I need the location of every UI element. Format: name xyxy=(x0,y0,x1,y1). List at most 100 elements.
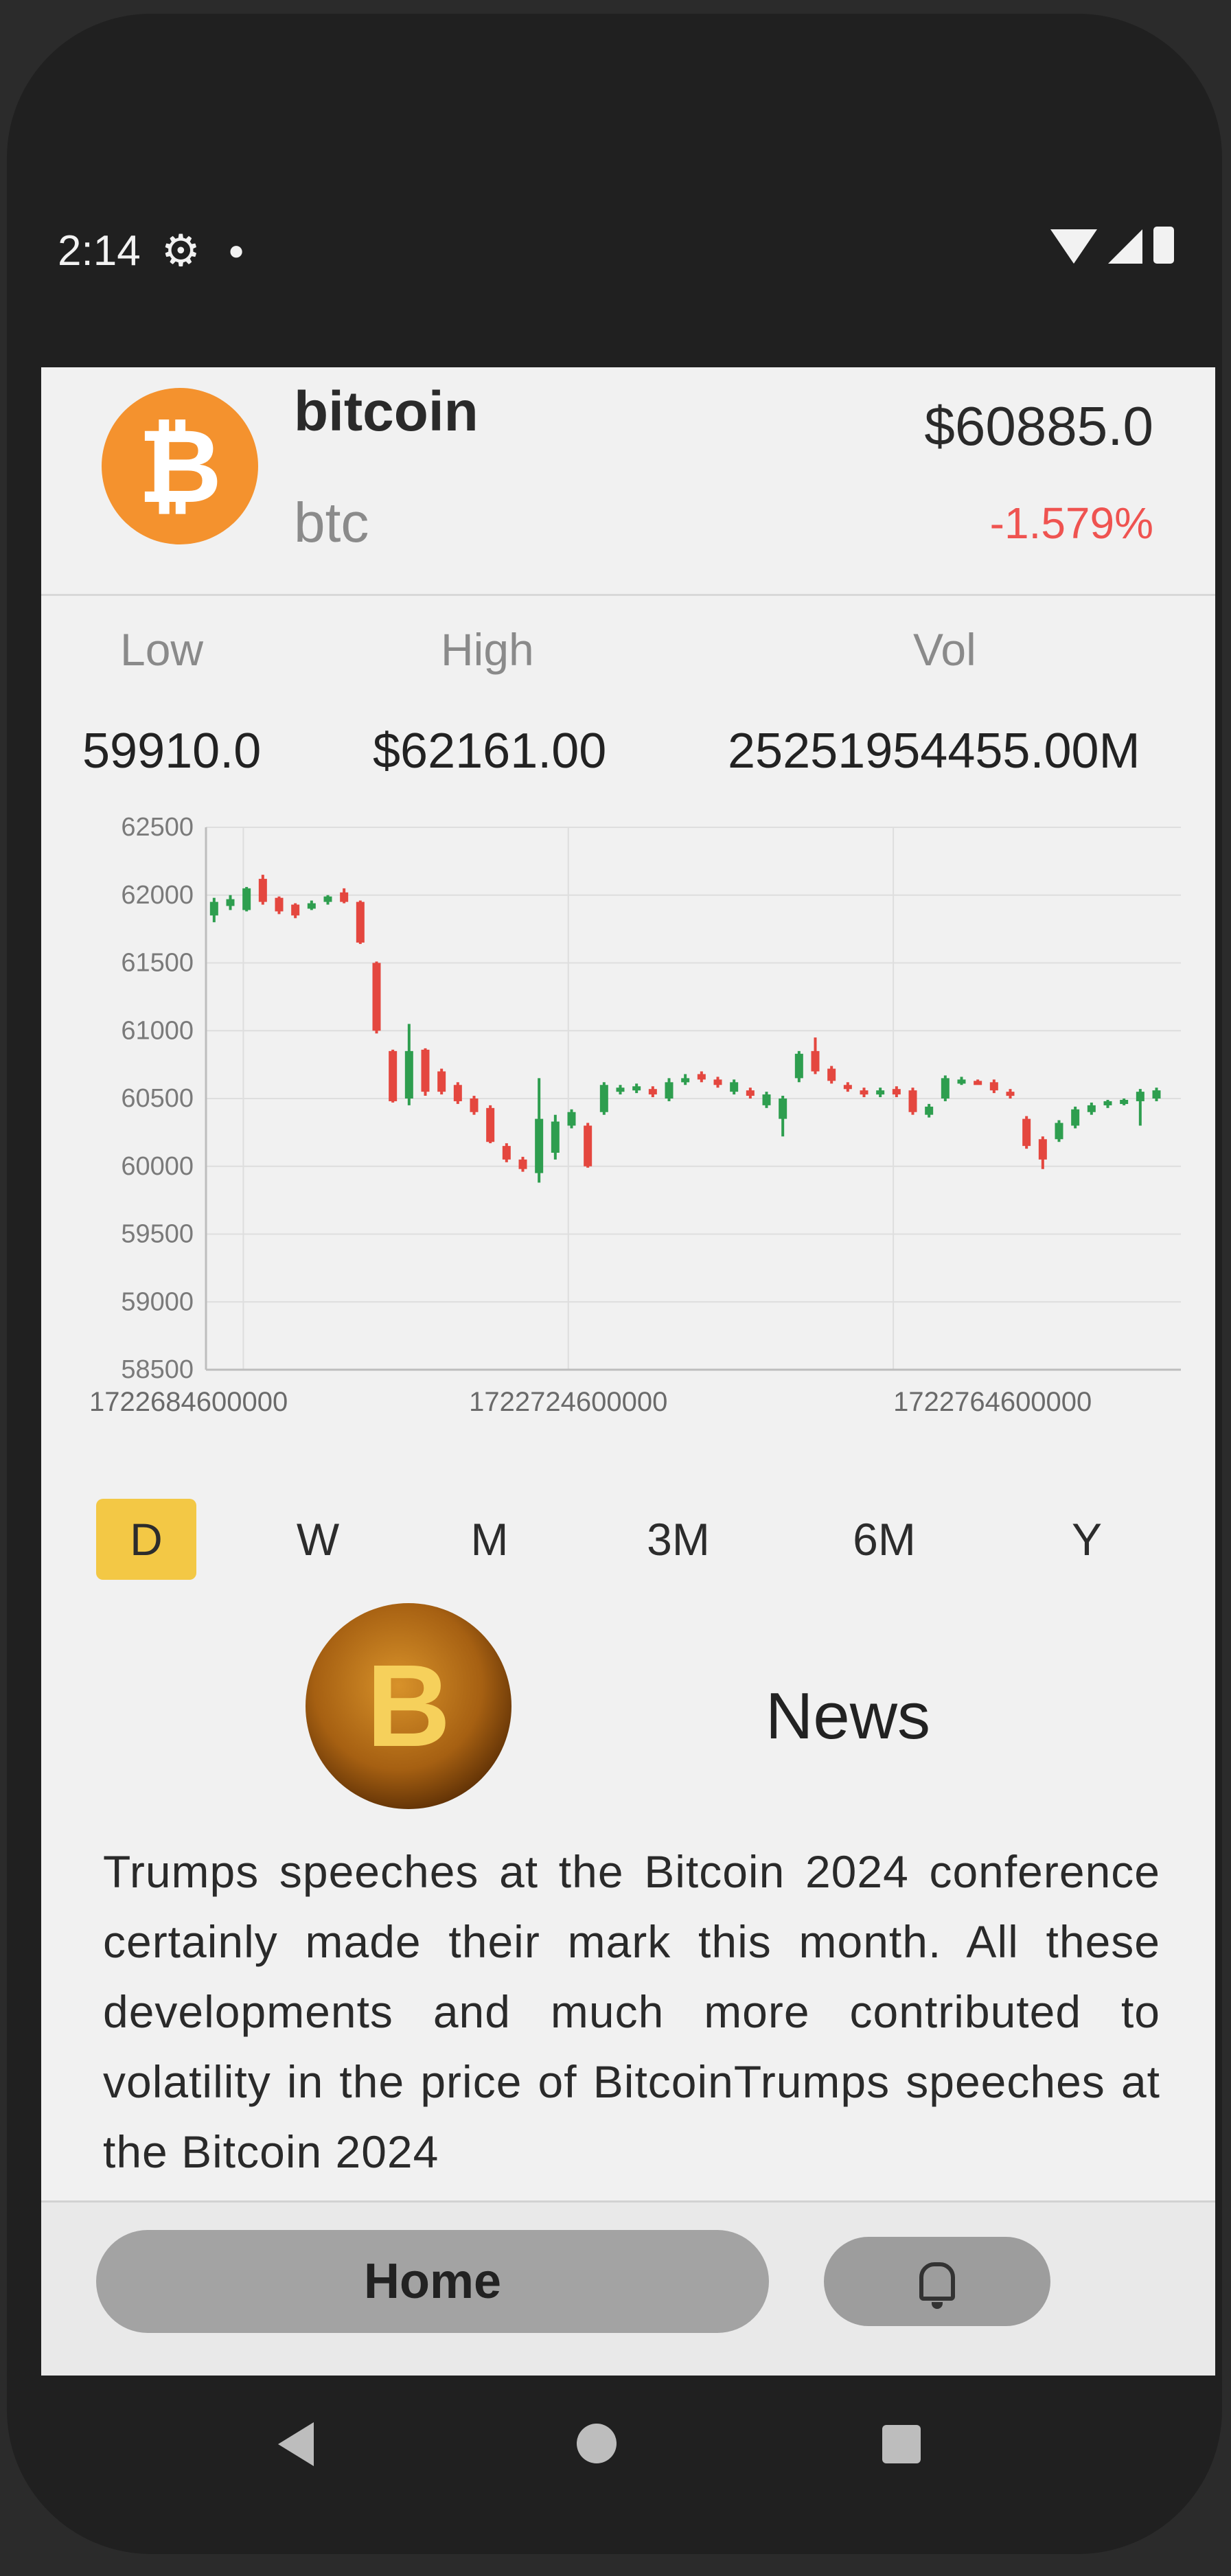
candle-body xyxy=(1071,1109,1080,1126)
news-title: News xyxy=(766,1679,931,1753)
candle-body xyxy=(665,1082,674,1099)
high-label: High xyxy=(441,624,534,675)
low-label: Low xyxy=(120,624,204,675)
status-time: 2:14 xyxy=(58,227,141,275)
candle-body xyxy=(437,1071,446,1092)
back-icon[interactable] xyxy=(278,2422,314,2466)
candle-body xyxy=(616,1088,625,1092)
candle-body xyxy=(713,1079,722,1085)
candle-body xyxy=(860,1090,868,1095)
status-icons xyxy=(1050,227,1174,264)
period-w-button[interactable]: W xyxy=(296,1514,340,1565)
candle-body xyxy=(502,1146,511,1160)
candle-body xyxy=(989,1082,998,1091)
candle-body xyxy=(1103,1101,1112,1105)
bitcoin-logo-icon: ₿ xyxy=(102,388,258,544)
coin-name: bitcoin xyxy=(294,380,479,443)
candle-body xyxy=(453,1085,462,1101)
candle-body xyxy=(1136,1092,1144,1101)
coin-price: $60885.0 xyxy=(924,395,1153,457)
candle-body xyxy=(1087,1105,1096,1112)
period-selector: D W M 3M 6M Y xyxy=(41,1493,1215,1583)
candle-body xyxy=(632,1086,641,1091)
notifications-button[interactable] xyxy=(824,2237,1050,2326)
stats-row: Low 59910.0 High $62161.00 Vol 252519544… xyxy=(41,596,1215,802)
low-value: 59910.0 xyxy=(82,724,262,779)
candle-body xyxy=(941,1078,950,1099)
period-y-button[interactable]: Y xyxy=(1071,1514,1103,1565)
candle-body xyxy=(974,1081,982,1085)
candle-body xyxy=(599,1085,608,1112)
candle-body xyxy=(648,1089,657,1095)
candle-body xyxy=(567,1112,576,1126)
vol-label: Vol xyxy=(913,624,976,675)
candlestick-chart-svg: 62500 62000 61500 61000 60500 60000 59500 59000… xyxy=(89,813,1181,1417)
period-6m-button[interactable]: 6M xyxy=(853,1514,916,1565)
signal-icon xyxy=(1108,229,1142,264)
recents-icon[interactable] xyxy=(882,2425,921,2463)
period-3m-button[interactable]: 3M xyxy=(647,1514,710,1565)
y-tick-label: 61500 xyxy=(121,949,194,978)
system-nav-bar xyxy=(41,2376,1215,2513)
coin-change: -1.579% xyxy=(989,498,1153,548)
status-bar: 2:14 ⚙ ● xyxy=(41,199,1201,302)
y-tick-label: 61000 xyxy=(121,1016,194,1045)
period-m-button[interactable]: M xyxy=(470,1514,509,1565)
bell-icon xyxy=(919,2262,955,2309)
app-screen: ₿ bitcoin btc $60885.0 -1.579% Low 59910… xyxy=(41,367,1215,2376)
high-value: $62161.00 xyxy=(373,724,607,779)
candle-body xyxy=(1038,1139,1047,1160)
candle-body xyxy=(794,1053,803,1079)
y-tick-label: 60000 xyxy=(121,1152,194,1181)
coin-symbol: btc xyxy=(294,492,369,554)
notification-dot-icon: ● xyxy=(228,235,245,266)
bitcoin-coin-icon: B xyxy=(306,1603,511,1809)
candle-body xyxy=(681,1078,690,1083)
candle-body xyxy=(1055,1123,1063,1140)
x-tick-label: 1722724600000 xyxy=(469,1387,667,1417)
candle-body xyxy=(226,899,235,906)
candle-body xyxy=(356,901,365,943)
candle-body xyxy=(1120,1099,1129,1104)
candle-body xyxy=(843,1085,852,1090)
y-tick-label: 60500 xyxy=(121,1084,194,1113)
news-article-text[interactable]: Trumps speeches at the Bitcoin 2024 conf… xyxy=(103,1846,1160,2177)
settings-icon: ⚙ xyxy=(161,225,201,275)
candle-body xyxy=(1006,1092,1015,1096)
candle-body xyxy=(209,901,218,916)
candle-body xyxy=(242,888,251,910)
candle-body xyxy=(827,1068,836,1081)
candle-body xyxy=(892,1089,901,1095)
candle-body xyxy=(372,963,381,1031)
candle-body xyxy=(908,1090,917,1112)
y-tick-label: 62500 xyxy=(121,813,194,842)
y-tick-label: 59000 xyxy=(121,1287,194,1316)
wifi-icon xyxy=(1050,229,1097,264)
candle-body xyxy=(697,1074,706,1080)
candle-body xyxy=(535,1118,544,1173)
candle-body xyxy=(551,1121,560,1153)
y-tick-label: 58500 xyxy=(121,1355,194,1384)
candle-body xyxy=(762,1094,771,1105)
candle-body xyxy=(746,1090,755,1096)
candle-body xyxy=(404,1050,413,1099)
battery-icon xyxy=(1153,227,1174,264)
candle-body xyxy=(323,896,332,902)
price-chart[interactable]: 62500 62000 61500 61000 60500 60000 59500 59000… xyxy=(41,800,1215,1473)
candle-body xyxy=(957,1079,966,1084)
candle-body xyxy=(275,897,284,912)
candle-body xyxy=(811,1050,820,1072)
candle-body xyxy=(291,904,300,916)
vol-value: 25251954455.00M xyxy=(728,724,1140,779)
home-circle-icon[interactable] xyxy=(577,2424,617,2463)
candle-body xyxy=(258,879,267,902)
home-button[interactable]: Home xyxy=(96,2230,769,2333)
candle-body xyxy=(1152,1090,1161,1099)
candle-body xyxy=(1022,1118,1031,1147)
news-header: B News xyxy=(41,1603,1215,1823)
candle-body xyxy=(518,1159,527,1169)
x-tick-label: 1722764600000 xyxy=(893,1387,1092,1417)
period-d-button[interactable]: D xyxy=(96,1499,196,1580)
candle-body xyxy=(925,1106,934,1115)
y-tick-label: 59500 xyxy=(121,1220,194,1249)
